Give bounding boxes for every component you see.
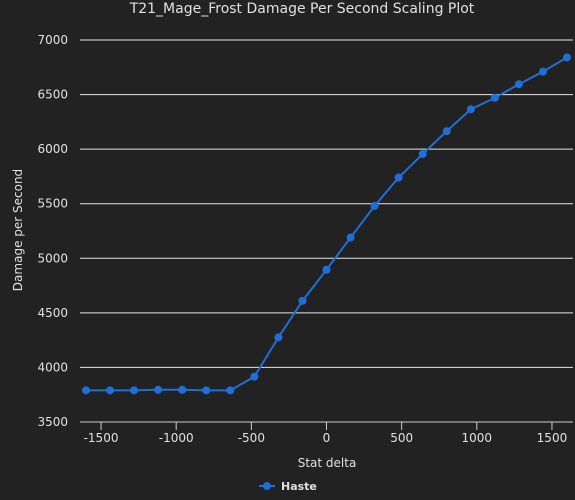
data-point[interactable] <box>562 53 571 62</box>
data-point[interactable] <box>202 386 211 395</box>
series-layer <box>82 53 571 395</box>
data-point[interactable] <box>226 386 235 395</box>
series-line <box>86 56 568 392</box>
data-point[interactable] <box>82 386 91 395</box>
y-tick-label: 7000 <box>37 33 68 47</box>
y-tick-label: 6500 <box>37 88 68 102</box>
data-point[interactable] <box>442 127 451 136</box>
data-point[interactable] <box>490 93 499 102</box>
data-point[interactable] <box>274 333 283 342</box>
x-tick-label: 0 <box>323 431 331 445</box>
y-tick-label: 4500 <box>37 306 68 320</box>
data-point[interactable] <box>250 372 259 381</box>
series-haste <box>82 53 571 395</box>
x-tick-label: -1500 <box>84 431 119 445</box>
x-tick-label: -500 <box>238 431 265 445</box>
y-tick-label: 5000 <box>37 251 68 265</box>
x-tick-label: 1000 <box>462 431 493 445</box>
x-tick-label: 500 <box>390 431 413 445</box>
legend-marker-symbol <box>263 482 271 490</box>
data-point[interactable] <box>514 80 523 89</box>
chart-title: T21_Mage_Frost Damage Per Second Scaling… <box>129 1 475 17</box>
data-point[interactable] <box>538 67 547 76</box>
x-tick-label: -1000 <box>159 431 194 445</box>
legend[interactable]: Haste <box>259 480 317 493</box>
data-point[interactable] <box>466 105 475 114</box>
y-tick-label: 4000 <box>37 360 68 374</box>
data-point[interactable] <box>322 265 331 274</box>
data-point[interactable] <box>154 385 163 394</box>
data-point[interactable] <box>106 386 115 395</box>
x-tick-label: 1500 <box>537 431 568 445</box>
data-point[interactable] <box>130 386 139 395</box>
data-point[interactable] <box>394 173 403 182</box>
y-tick-label: 6000 <box>37 142 68 156</box>
data-point[interactable] <box>418 150 427 159</box>
legend-label-haste: Haste <box>281 480 317 493</box>
data-point[interactable] <box>298 296 307 305</box>
data-point[interactable] <box>346 233 355 242</box>
data-point[interactable] <box>370 201 379 210</box>
grid-layer <box>80 39 573 423</box>
data-point[interactable] <box>178 385 187 394</box>
y-tick-label: 5500 <box>37 197 68 211</box>
y-axis-title: Damage per Second <box>11 169 25 291</box>
x-axis-title: Stat delta <box>298 456 357 470</box>
y-tick-label: 3500 <box>37 415 68 429</box>
